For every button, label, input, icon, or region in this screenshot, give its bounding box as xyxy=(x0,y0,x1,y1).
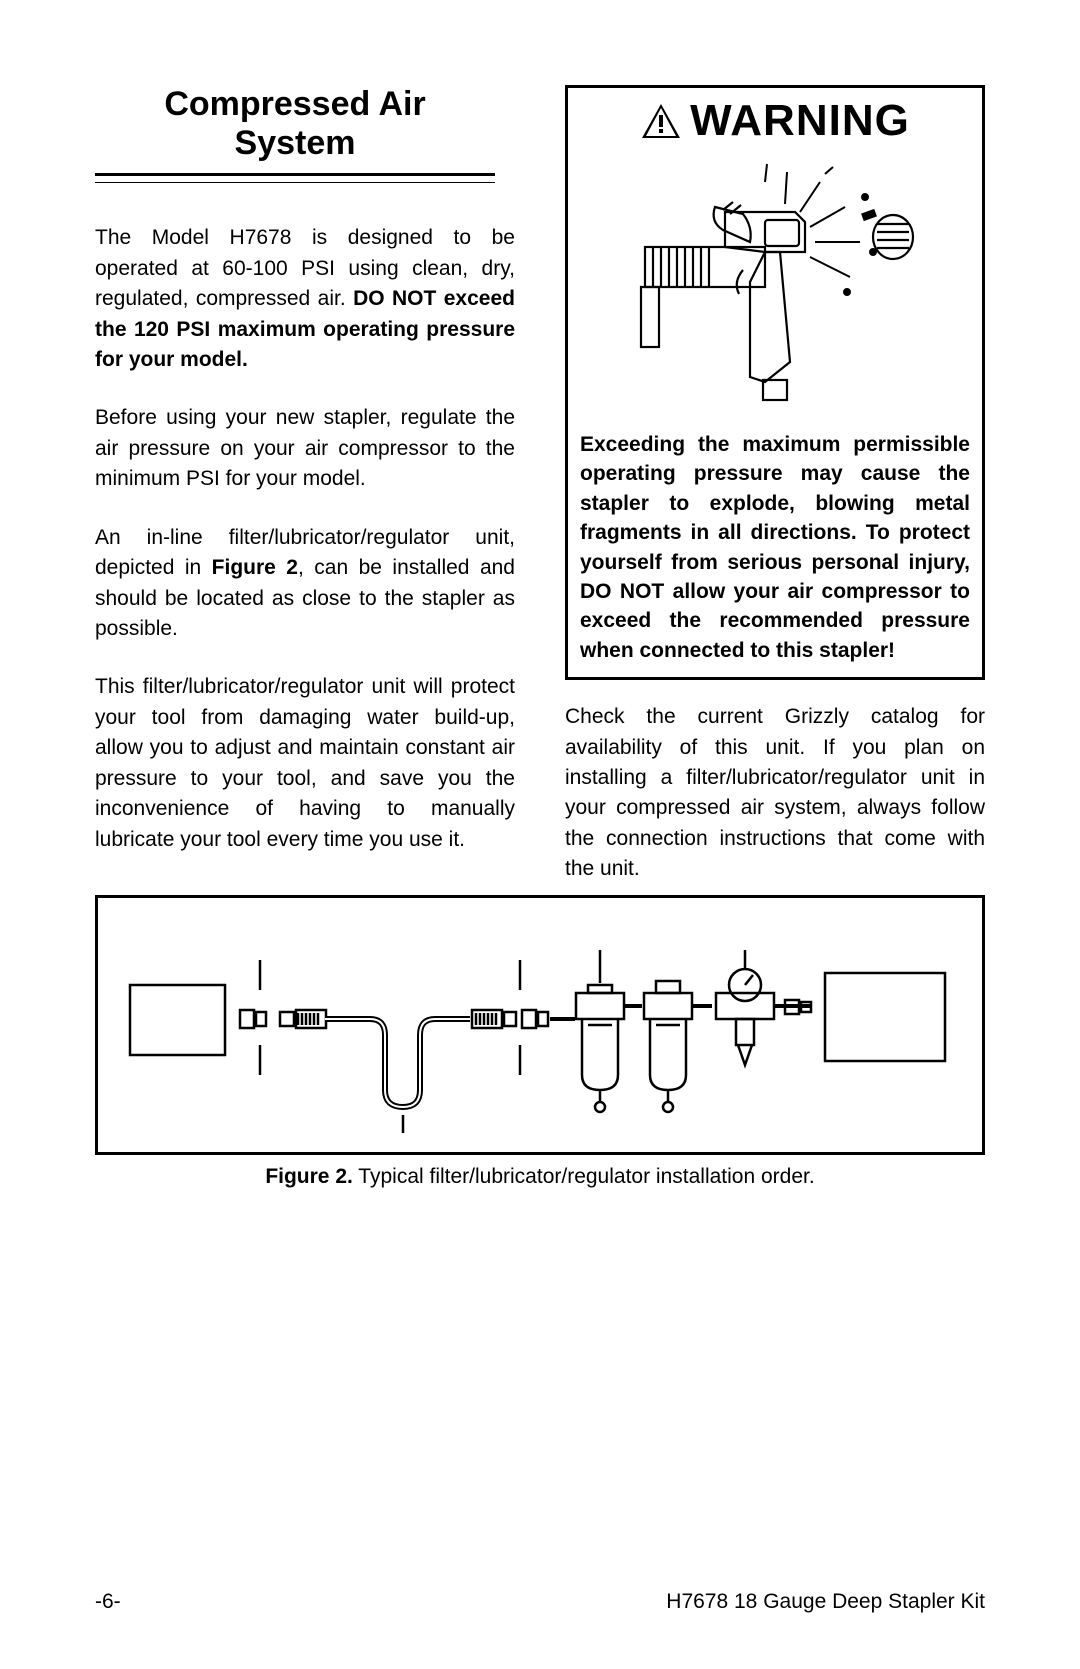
title-rules xyxy=(95,173,495,183)
warning-triangle-icon xyxy=(640,102,682,140)
left-p1: The Model H7678 is designed to be operat… xyxy=(95,223,515,375)
warning-header: WARNING xyxy=(580,96,970,146)
title-line-2: System xyxy=(235,124,356,162)
figure-2-text: Typical filter/lubricator/regulator inst… xyxy=(353,1165,815,1188)
left-p4: This filter/lubricator/regulator unit wi… xyxy=(95,672,515,855)
title-line-1: Compressed Air xyxy=(164,85,425,123)
left-p3-b: Figure 2 xyxy=(212,556,298,579)
section-title: Compressed Air System xyxy=(95,85,495,163)
figure-2-diagram xyxy=(95,895,985,1155)
page-number: -6- xyxy=(95,1590,121,1614)
warning-label: WARNING xyxy=(690,96,910,146)
warning-text: Exceeding the maximum permissible operat… xyxy=(580,430,970,665)
page-footer: -6- H7678 18 Gauge Deep Stapler Kit xyxy=(95,1590,985,1614)
doc-title-footer: H7678 18 Gauge Deep Stapler Kit xyxy=(666,1590,985,1614)
left-p2: Before using your new stapler, regulate … xyxy=(95,403,515,494)
figure-2-label: Figure 2. xyxy=(265,1165,353,1188)
warning-box: WARNING xyxy=(565,85,985,680)
left-p3: An in-line filter/lubricator/regulator u… xyxy=(95,523,515,645)
right-col-p1: Check the current Grizzly catalog for av… xyxy=(565,702,985,885)
stapler-exploding-illustration xyxy=(580,152,970,422)
figure-2-caption: Figure 2. Typical filter/lubricator/regu… xyxy=(95,1165,985,1189)
